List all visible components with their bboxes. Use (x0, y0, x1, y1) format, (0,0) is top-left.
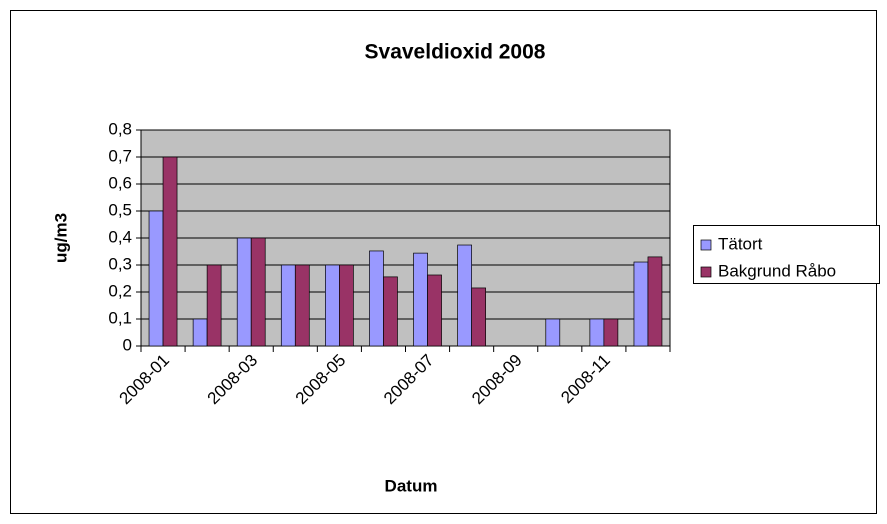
bar (162, 156, 178, 347)
legend-box (693, 225, 880, 284)
x-axis-label: Datum (385, 476, 438, 495)
y-tick-label: 0,4 (108, 227, 132, 246)
bar (383, 276, 398, 347)
bar (369, 250, 384, 347)
y-tick-label: 0,1 (108, 308, 132, 327)
y-tick-label: 0,8 (108, 119, 132, 138)
legend-swatch (700, 239, 712, 251)
bar (413, 252, 428, 347)
bar (236, 237, 252, 347)
bar (471, 287, 486, 347)
legend-label: Bakgrund Råbo (718, 261, 836, 280)
y-tick-label: 0 (123, 335, 132, 354)
bar (589, 318, 605, 347)
bar (647, 256, 663, 347)
bar (457, 244, 472, 347)
bar (339, 264, 354, 347)
bar (633, 261, 649, 347)
y-tick-label: 0,3 (108, 254, 132, 273)
bar (250, 237, 266, 347)
bar (148, 210, 164, 347)
bar (192, 318, 208, 347)
bar (603, 318, 619, 347)
bar (280, 264, 296, 347)
bar (545, 318, 561, 347)
bar (294, 264, 310, 347)
y-tick-label: 0,2 (108, 281, 132, 300)
legend-swatch (700, 266, 712, 278)
y-axis-label: ug/m3 (51, 213, 70, 263)
y-tick-label: 0,5 (108, 200, 132, 219)
bar (206, 264, 222, 347)
bar (427, 274, 442, 347)
legend-label: Tätort (718, 234, 763, 253)
y-tick-label: 0,7 (108, 146, 132, 165)
chart-title: Svaveldioxid 2008 (365, 41, 546, 64)
y-tick-label: 0,6 (108, 173, 132, 192)
bar (325, 264, 340, 347)
